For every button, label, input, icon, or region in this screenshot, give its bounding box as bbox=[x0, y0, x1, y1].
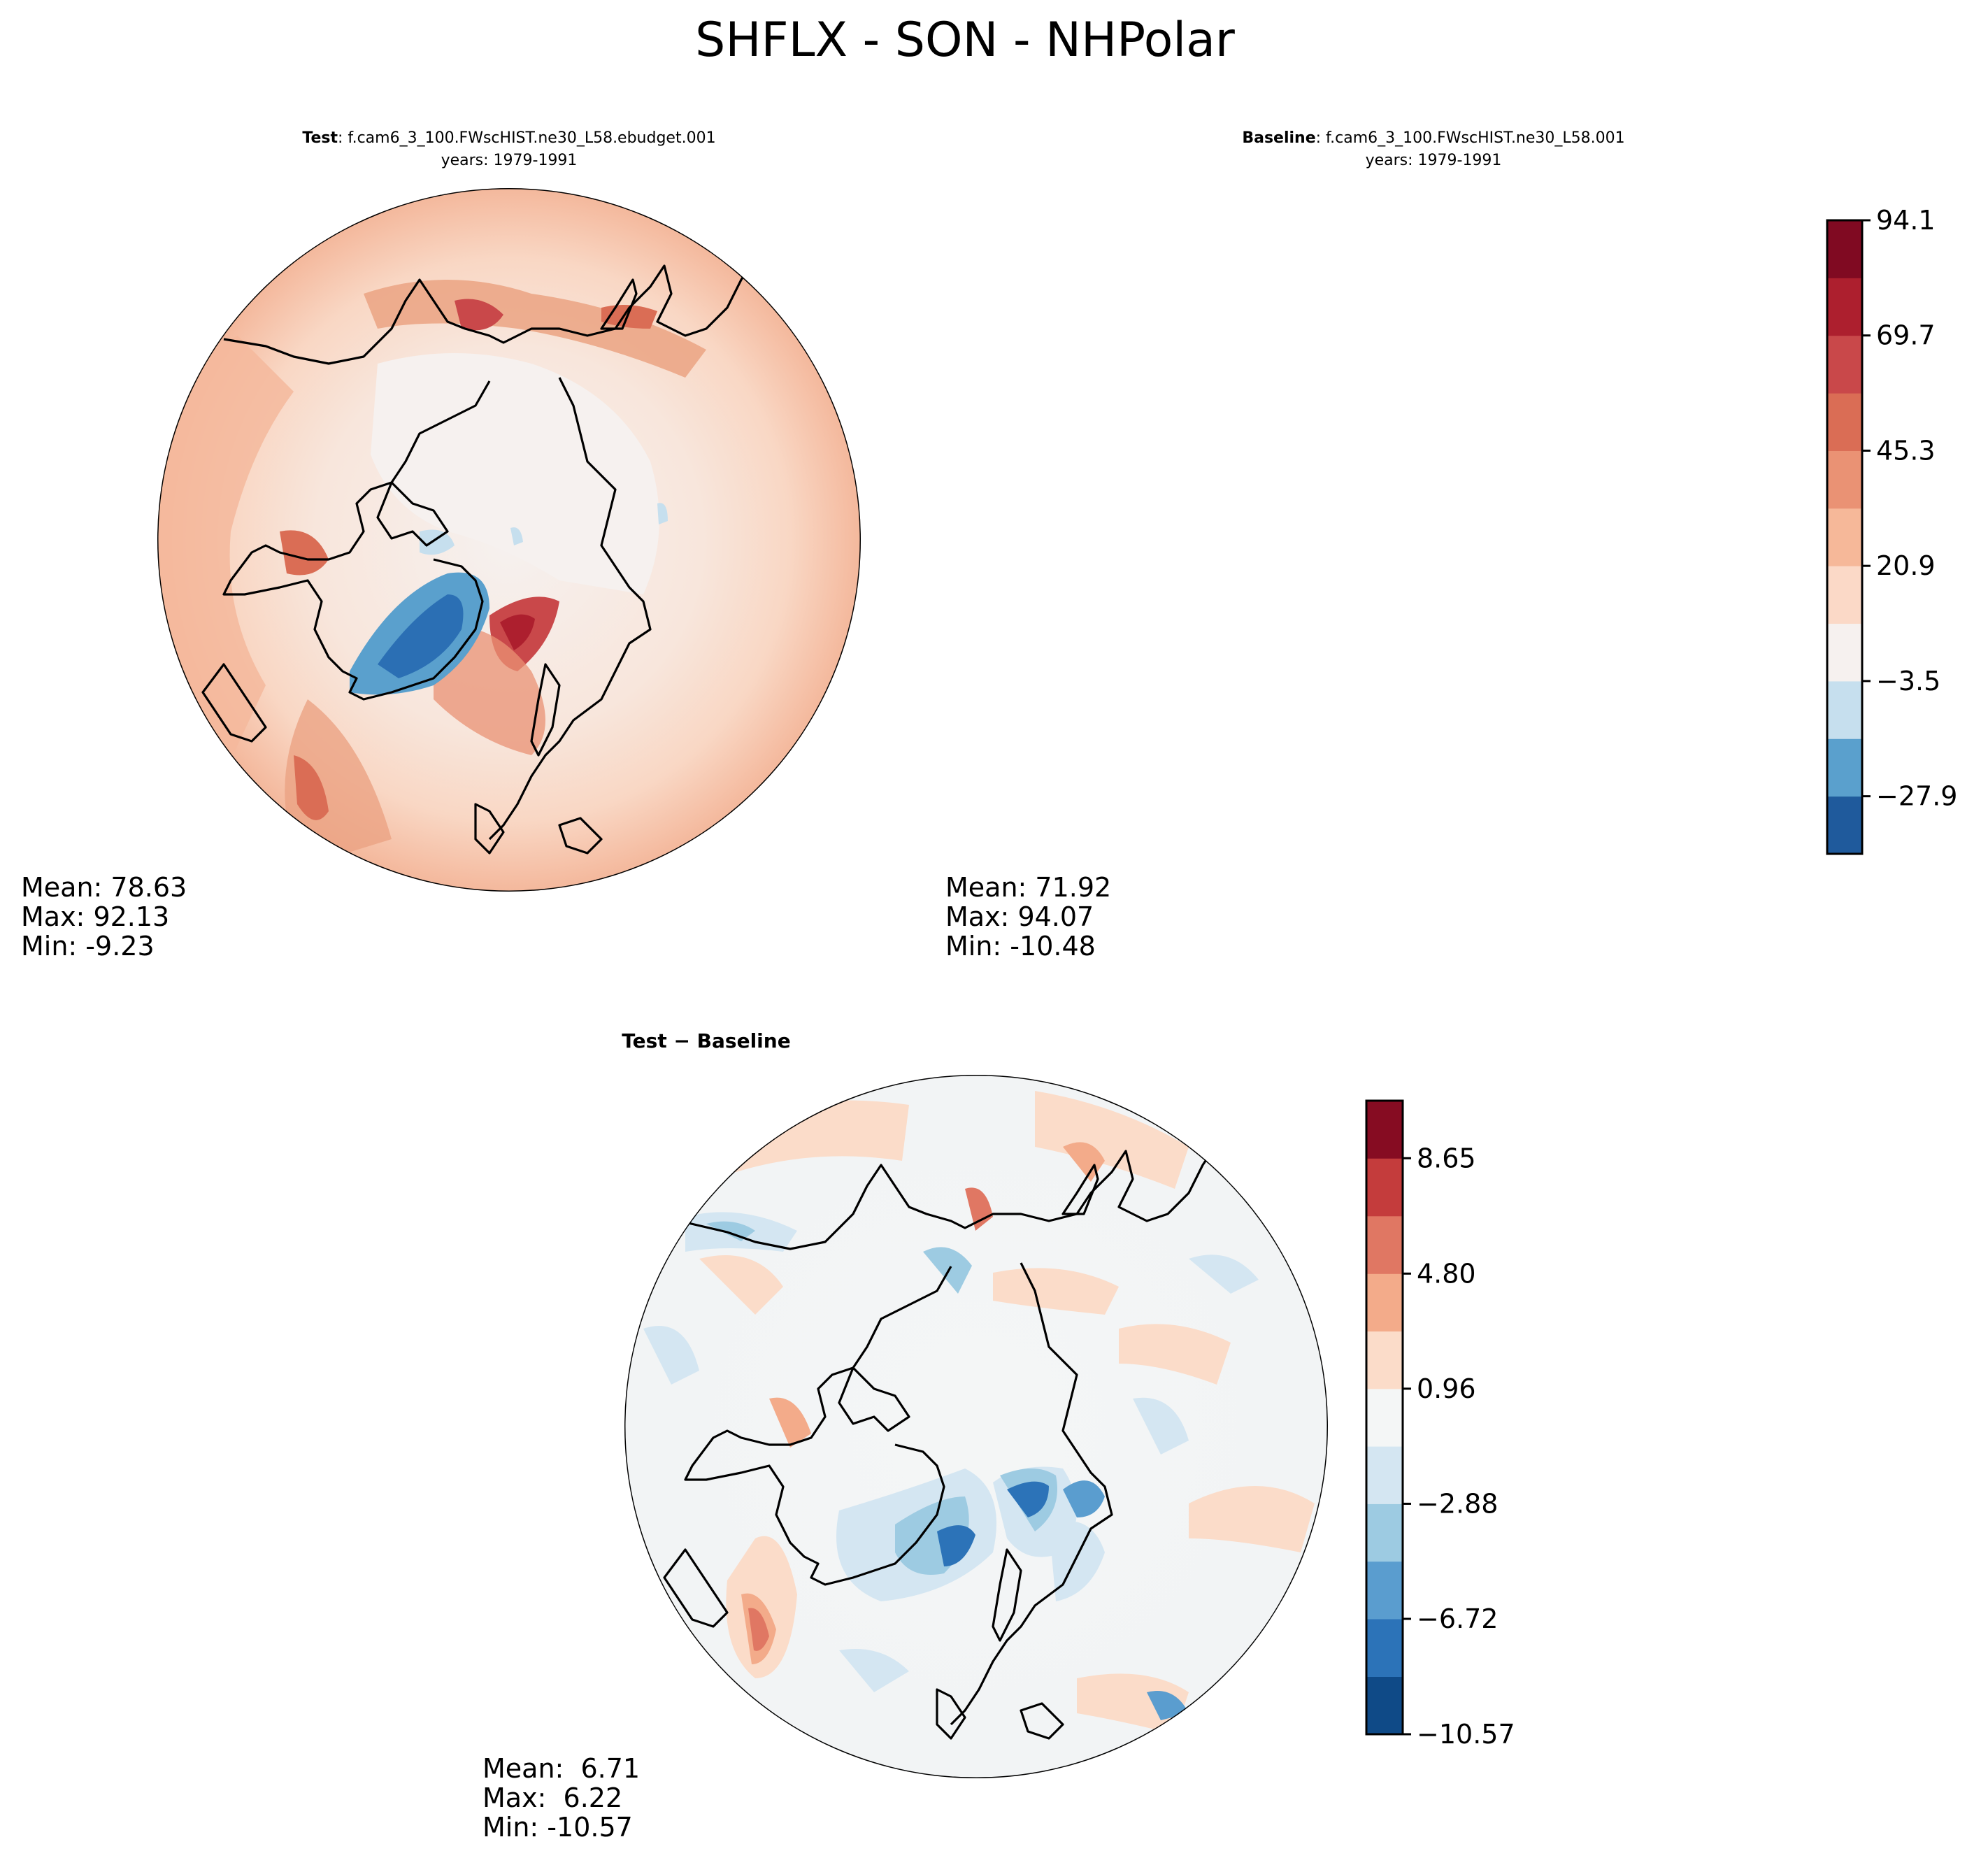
baseline-panel-title: Baseline: f.cam6_3_100.FWscHIST.ne30_L58… bbox=[1242, 129, 1624, 147]
top-colorbar-segment bbox=[1827, 335, 1862, 394]
top-colorbar-tick-label: 94.1 bbox=[1876, 205, 1936, 236]
difference-colorbar-segment bbox=[1366, 1331, 1403, 1389]
test-panel-title: Test: f.cam6_3_100.FWscHIST.ne30_L58.ebu… bbox=[302, 129, 715, 147]
difference-colorbar-segment bbox=[1366, 1619, 1403, 1677]
baseline-coastlines bbox=[1127, 259, 1694, 853]
baseline-panel: Baseline: f.cam6_3_100.FWscHIST.ne30_L58… bbox=[945, 129, 1785, 962]
difference-colorbar-segment bbox=[1366, 1158, 1403, 1217]
test-panel-subtitle: years: 1979-1991 bbox=[441, 152, 578, 169]
baseline-title-rest: : f.cam6_3_100.FWscHIST.ne30_L58.001 bbox=[1316, 129, 1625, 147]
top-colorbar: 94.1 69.7 45.3 20.9 −3.5 −27.9 bbox=[1826, 205, 1957, 855]
difference-colorbar-frame bbox=[1365, 1099, 1404, 1736]
test-mean: Mean: 78.63 bbox=[21, 872, 187, 903]
top-colorbar-segment bbox=[1827, 393, 1862, 451]
top-colorbar-tick-label: 69.7 bbox=[1876, 320, 1936, 351]
baseline-min: Min: -10.48 bbox=[945, 931, 1096, 962]
top-colorbar-segment bbox=[1827, 796, 1862, 855]
difference-panel-title: Test − Baseline bbox=[622, 1029, 790, 1052]
difference-colorbar-tick-label: −10.57 bbox=[1417, 1719, 1515, 1750]
difference-colorbar: 8.65 4.80 0.96 −2.88 −6.72 −10.57 bbox=[1365, 1099, 1515, 1750]
top-colorbar-segment bbox=[1827, 680, 1862, 739]
difference-colorbar-segment bbox=[1366, 1388, 1403, 1447]
difference-colorbar-segment bbox=[1366, 1446, 1403, 1504]
difference-colorbar-tick-label: 8.65 bbox=[1417, 1143, 1476, 1173]
difference-panel: Test − Baseline bbox=[482, 1029, 1328, 1843]
difference-mean: Mean: 6.71 bbox=[482, 1753, 640, 1784]
top-colorbar-tick-label: 20.9 bbox=[1876, 550, 1936, 581]
difference-colorbar-segment bbox=[1366, 1273, 1403, 1332]
top-colorbar-segment bbox=[1827, 278, 1862, 336]
difference-colorbar-segment bbox=[1366, 1503, 1403, 1562]
difference-max: Max: 6.22 bbox=[482, 1782, 622, 1813]
top-colorbar-segment bbox=[1827, 623, 1862, 682]
difference-colorbar-tick-label: 0.96 bbox=[1417, 1373, 1476, 1404]
baseline-title-bold: Baseline bbox=[1242, 129, 1315, 147]
top-colorbar-segment bbox=[1827, 220, 1862, 278]
figure-title: SHFLX - SON - NHPolar bbox=[695, 13, 1235, 68]
difference-colorbar-segment bbox=[1366, 1101, 1403, 1159]
top-colorbar-segment bbox=[1827, 738, 1862, 797]
difference-colorbar-tick-label: 4.80 bbox=[1417, 1258, 1476, 1289]
difference-colorbar-segment bbox=[1366, 1561, 1403, 1620]
test-panel: Test: f.cam6_3_100.FWscHIST.ne30_L58.ebu… bbox=[21, 129, 861, 962]
test-stats: Mean: 78.63 Max: 92.13 Min: -9.23 bbox=[21, 872, 187, 962]
test-title-rest: : f.cam6_3_100.FWscHIST.ne30_L58.ebudget… bbox=[338, 129, 716, 147]
difference-colorbar-tick-label: −6.72 bbox=[1417, 1603, 1498, 1634]
baseline-mean: Mean: 71.92 bbox=[945, 872, 1111, 903]
test-min: Min: -9.23 bbox=[21, 931, 155, 962]
test-coastlines bbox=[201, 257, 771, 855]
test-title-bold: Test bbox=[302, 129, 338, 147]
difference-coastlines bbox=[663, 1143, 1232, 1740]
top-colorbar-segment bbox=[1827, 508, 1862, 566]
difference-colorbar-tick-label: −2.88 bbox=[1417, 1488, 1498, 1519]
top-colorbar-tick-label: −3.5 bbox=[1876, 666, 1940, 696]
top-colorbar-tick-label: 45.3 bbox=[1876, 435, 1936, 466]
baseline-map bbox=[1082, 188, 1785, 892]
top-colorbar-tick-label: −27.9 bbox=[1876, 781, 1957, 812]
test-max: Max: 92.13 bbox=[21, 901, 169, 932]
baseline-stats: Mean: 71.92 Max: 94.07 Min: -10.48 bbox=[945, 872, 1111, 962]
difference-colorbar-segment bbox=[1366, 1676, 1403, 1735]
difference-map bbox=[624, 1075, 1328, 1778]
baseline-max: Max: 94.07 bbox=[945, 901, 1094, 932]
difference-min: Min: -10.57 bbox=[482, 1812, 633, 1843]
top-colorbar-segment bbox=[1827, 566, 1862, 624]
difference-stats: Mean: 6.71 Max: 6.22 Min: -10.57 bbox=[482, 1753, 640, 1843]
top-colorbar-segment bbox=[1827, 450, 1862, 509]
difference-colorbar-segment bbox=[1366, 1215, 1403, 1274]
baseline-panel-subtitle: years: 1979-1991 bbox=[1366, 152, 1502, 169]
top-colorbar-frame bbox=[1826, 219, 1864, 855]
test-map bbox=[157, 188, 861, 892]
